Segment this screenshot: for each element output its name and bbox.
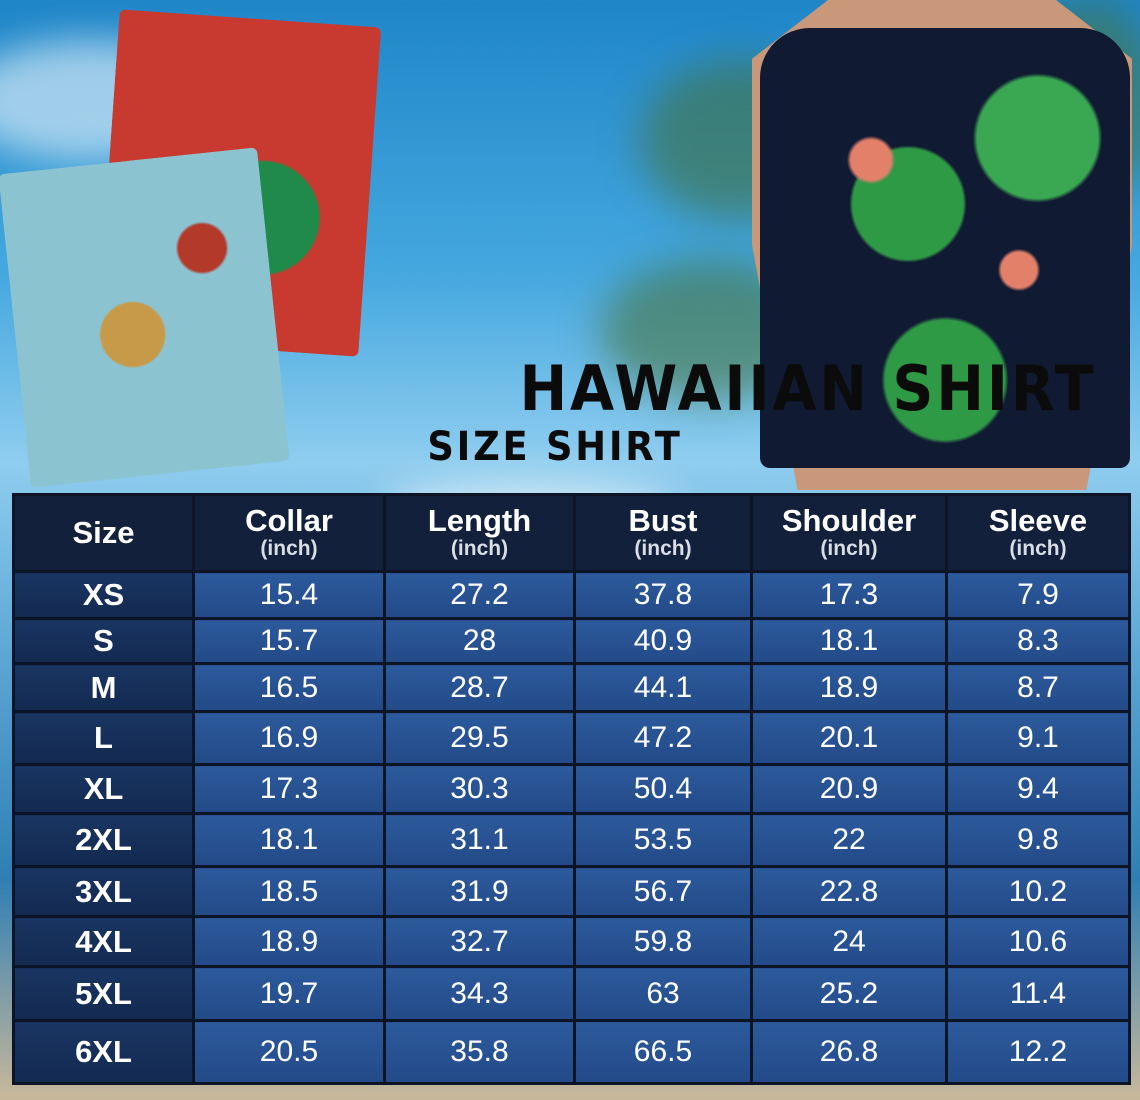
size-label-cell: 3XL	[12, 865, 195, 918]
measurement-cell: 63	[573, 965, 753, 1022]
measurement-cell: 53.5	[573, 812, 753, 868]
measurement-cell: 20.5	[192, 1019, 386, 1085]
measurement-cell: 47.2	[573, 710, 753, 766]
table-header-row: Size Collar (inch) Length (inch) Bust (inch) Sh…	[12, 493, 1131, 573]
measurement-cell: 59.8	[573, 915, 753, 968]
column-header-unit: (inch)	[1009, 537, 1067, 560]
measurement-cell: 17.3	[750, 570, 948, 620]
column-header-unit: (inch)	[450, 537, 509, 560]
measurement-cell: 40.9	[573, 617, 753, 665]
size-label-cell: L	[12, 710, 195, 766]
table-row: S 15.7 28 40.9 18.1 8.3	[12, 617, 1131, 665]
measurement-cell: 18.1	[750, 617, 948, 665]
measurement-cell: 15.7	[192, 617, 386, 665]
column-header-label: Size	[72, 515, 135, 550]
measurement-cell: 28	[383, 617, 576, 665]
size-label-cell: XL	[12, 763, 195, 815]
measurement-cell: 31.9	[383, 865, 576, 918]
measurement-cell: 16.9	[192, 710, 386, 766]
measurement-cell: 9.1	[945, 710, 1131, 766]
column-header-bust: Bust (inch)	[573, 493, 753, 573]
measurement-cell: 26.8	[750, 1019, 948, 1085]
table-row: 6XL 20.5 35.8 66.5 26.8 12.2	[12, 1019, 1131, 1085]
size-label-cell: XS	[12, 570, 195, 620]
measurement-cell: 9.8	[945, 812, 1131, 868]
measurement-cell: 11.4	[945, 965, 1131, 1022]
table-row: 5XL 19.7 34.3 63 25.2 11.4	[12, 965, 1131, 1022]
table-row: 4XL 18.9 32.7 59.8 24 10.6	[12, 915, 1131, 968]
size-label-cell: 5XL	[12, 965, 195, 1022]
measurement-cell: 27.2	[383, 570, 576, 620]
table-row: 2XL 18.1 31.1 53.5 22 9.8	[12, 812, 1131, 868]
column-header-label: Collar	[245, 503, 333, 538]
table-row: XL 17.3 30.3 50.4 20.9 9.4	[12, 763, 1131, 815]
measurement-cell: 22	[750, 812, 948, 868]
size-label-cell: S	[12, 617, 195, 665]
measurement-cell: 16.5	[192, 662, 386, 713]
flamingo-shirt-image	[760, 28, 1130, 468]
measurement-cell: 25.2	[750, 965, 948, 1022]
measurement-cell: 7.9	[945, 570, 1131, 620]
column-header-unit: (inch)	[260, 537, 318, 560]
measurement-cell: 8.3	[945, 617, 1131, 665]
column-header-label: Bust	[628, 503, 698, 538]
column-header-length: Length (inch)	[383, 493, 576, 573]
measurement-cell: 18.9	[192, 915, 386, 968]
column-header-label: Shoulder	[781, 503, 917, 538]
measurement-cell: 56.7	[573, 865, 753, 918]
column-header-shoulder: Shoulder (inch)	[750, 493, 948, 573]
size-label-cell: 4XL	[12, 915, 195, 968]
page-title: HAWAIIAN SHIRT	[519, 352, 1097, 425]
measurement-cell: 10.2	[945, 865, 1131, 918]
table-row: M 16.5 28.7 44.1 18.9 8.7	[12, 662, 1131, 713]
measurement-cell: 24	[750, 915, 948, 968]
measurement-cell: 37.8	[573, 570, 753, 620]
measurement-cell: 8.7	[945, 662, 1131, 713]
measurement-cell: 66.5	[573, 1019, 753, 1085]
size-label-cell: 2XL	[12, 812, 195, 868]
measurement-cell: 18.5	[192, 865, 386, 918]
measurement-cell: 50.4	[573, 763, 753, 815]
table-row: L 16.9 29.5 47.2 20.1 9.1	[12, 710, 1131, 766]
column-header-label: Sleeve	[988, 503, 1088, 538]
measurement-cell: 20.9	[750, 763, 948, 815]
measurement-cell: 12.2	[945, 1019, 1131, 1085]
table-row: XS 15.4 27.2 37.8 17.3 7.9	[12, 570, 1131, 620]
measurement-cell: 30.3	[383, 763, 576, 815]
measurement-cell: 10.6	[945, 915, 1131, 968]
size-label-cell: 6XL	[12, 1019, 195, 1085]
measurement-cell: 34.3	[383, 965, 576, 1022]
measurement-cell: 22.8	[750, 865, 948, 918]
column-header-unit: (inch)	[634, 537, 692, 560]
page-subtitle: SIZE SHIRT	[427, 424, 683, 470]
column-header-sleeve: Sleeve (inch)	[945, 493, 1131, 573]
measurement-cell: 17.3	[192, 763, 386, 815]
measurement-cell: 29.5	[383, 710, 576, 766]
column-header-size: Size	[12, 493, 195, 573]
measurement-cell: 32.7	[383, 915, 576, 968]
measurement-cell: 19.7	[192, 965, 386, 1022]
measurement-cell: 28.7	[383, 662, 576, 713]
measurement-cell: 31.1	[383, 812, 576, 868]
size-chart-table: Size Collar (inch) Length (inch) Bust (inch) Sh…	[12, 493, 1131, 1085]
measurement-cell: 18.9	[750, 662, 948, 713]
table-row: 3XL 18.5 31.9 56.7 22.8 10.2	[12, 865, 1131, 918]
size-label-cell: M	[12, 662, 195, 713]
measurement-cell: 9.4	[945, 763, 1131, 815]
column-header-unit: (inch)	[820, 537, 878, 560]
measurement-cell: 15.4	[192, 570, 386, 620]
measurement-cell: 20.1	[750, 710, 948, 766]
column-header-label: Length	[427, 503, 532, 538]
measurement-cell: 44.1	[573, 662, 753, 713]
measurement-cell: 18.1	[192, 812, 386, 868]
measurement-cell: 35.8	[383, 1019, 576, 1085]
column-header-collar: Collar (inch)	[192, 493, 386, 573]
